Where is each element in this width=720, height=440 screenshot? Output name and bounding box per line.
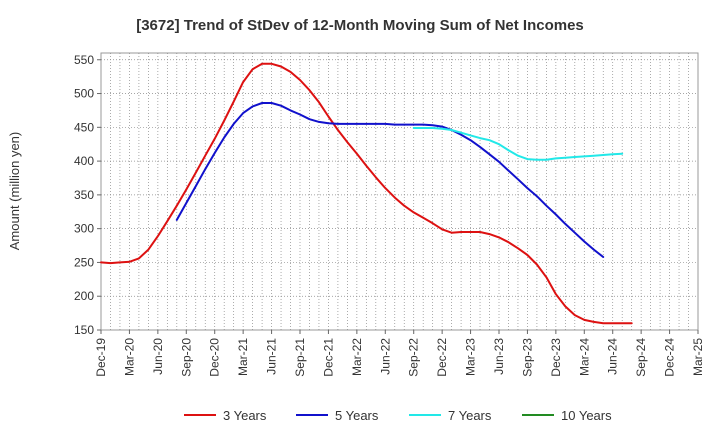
legend-label-10-years: 10 Years	[561, 408, 612, 423]
y-tick-label: 300	[74, 222, 94, 236]
x-tick-label: Sep-21	[293, 338, 307, 377]
x-tick-label: Mar-24	[577, 338, 591, 376]
chart-title: [3672] Trend of StDev of 12-Month Moving…	[136, 17, 584, 34]
y-tick-label: 400	[74, 154, 94, 168]
y-tick-label: 500	[74, 87, 94, 101]
y-tick-label: 250	[74, 255, 94, 269]
x-tick-label: Sep-22	[407, 338, 421, 377]
plot-area	[100, 52, 699, 331]
y-tick-label: 450	[74, 120, 94, 134]
x-tick-label: Jun-23	[492, 338, 506, 375]
legend: 3 Years 5 Years 7 Years 10 Years	[184, 408, 612, 423]
x-tick-label: Jun-22	[378, 338, 392, 375]
x-tick-label: Mar-23	[464, 338, 478, 376]
x-tick-label: Dec-24	[663, 338, 677, 377]
series-line-5-years	[175, 102, 605, 258]
y-tick-label: 350	[74, 188, 94, 202]
x-tick-label: Sep-23	[520, 338, 534, 377]
series-line-3-years	[100, 62, 633, 325]
x-tick-label: Jun-24	[606, 338, 620, 375]
x-tick-label: Jun-20	[151, 338, 165, 375]
x-tick-label: Sep-20	[179, 338, 193, 377]
y-tick-label: 200	[74, 289, 94, 303]
x-tick-label: Mar-20	[122, 338, 136, 376]
legend-label-3-years: 3 Years	[223, 408, 267, 423]
x-tick-label: Sep-24	[634, 338, 648, 377]
x-tick-label: Mar-25	[691, 338, 705, 376]
legend-label-7-years: 7 Years	[448, 408, 492, 423]
series-line-7-years	[412, 127, 624, 161]
x-tick-label: Dec-21	[321, 338, 335, 377]
series-lines	[100, 62, 633, 325]
y-axis-label: Amount (million yen)	[7, 132, 22, 251]
x-tick-label: Dec-23	[549, 338, 563, 377]
grid	[101, 53, 698, 330]
x-tick-label: Dec-20	[208, 338, 222, 377]
legend-label-5-years: 5 Years	[335, 408, 379, 423]
x-tick-label: Dec-22	[435, 338, 449, 377]
x-tick-label: Mar-22	[350, 338, 364, 376]
x-tick-label: Mar-21	[236, 338, 250, 376]
x-axis: Dec-19 Mar-20 Jun-20 Sep-20 Dec-20 Mar-21 Jun-…	[94, 330, 705, 377]
y-axis: 150 200 250 300 350 400 450 500 550	[74, 53, 101, 337]
y-tick-label: 150	[74, 323, 94, 337]
y-tick-label: 550	[74, 53, 94, 67]
x-tick-label: Jun-21	[265, 338, 279, 375]
x-tick-label: Dec-19	[94, 338, 108, 377]
